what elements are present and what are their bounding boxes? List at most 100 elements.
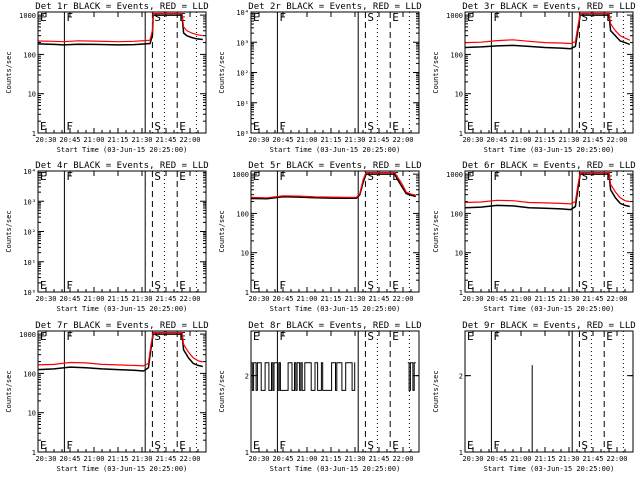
x-tick-label: 21:45 xyxy=(368,136,389,144)
series-lld xyxy=(464,171,630,205)
x-tick-label: 20:45 xyxy=(486,295,507,303)
y-tick-label: 1000 xyxy=(19,331,36,339)
marker-label-bottom: S xyxy=(581,120,588,133)
marker-label-top: S xyxy=(367,170,374,183)
marker-label-bottom: E xyxy=(392,120,399,133)
plot-frame xyxy=(37,170,207,293)
marker-label-bottom: E xyxy=(253,279,260,292)
x-axis-label: Start Time (03-Jun-15 20:25:00) xyxy=(57,465,188,473)
y-tick-label: 10 xyxy=(28,410,36,418)
x-tick-label: 20:45 xyxy=(59,136,80,144)
x-tick-label: 21:45 xyxy=(368,295,389,303)
x-tick-label: 21:30 xyxy=(344,455,365,463)
series-lld xyxy=(37,12,203,43)
x-tick-label: 20:45 xyxy=(272,455,293,463)
marker-label-bottom: S xyxy=(581,439,588,452)
plot-frame xyxy=(37,11,207,134)
x-tick-label: 21:30 xyxy=(558,455,579,463)
y-tick-label: 1 xyxy=(459,289,463,297)
marker-label-top: E xyxy=(467,11,474,24)
marker-label-top: F xyxy=(279,330,286,343)
y-tick-label: 1 xyxy=(32,130,36,138)
marker-label-top: F xyxy=(66,170,73,183)
x-tick-label: 21:15 xyxy=(107,455,128,463)
x-tick-label: 21:45 xyxy=(155,295,176,303)
x-tick-label: 21:30 xyxy=(344,295,365,303)
marker-label-top: E xyxy=(467,170,474,183)
marker-label-top: E xyxy=(40,170,47,183)
x-tick-label: 22:00 xyxy=(392,136,413,144)
marker-label-top: S xyxy=(154,11,161,24)
x-tick-label: 21:30 xyxy=(558,295,579,303)
marker-label-top: E xyxy=(392,330,399,343)
y-axis-label: Counts/sec xyxy=(432,370,440,412)
marker-label-bottom: E xyxy=(392,279,399,292)
marker-label-bottom: F xyxy=(66,279,73,292)
x-tick-label: 21:45 xyxy=(155,136,176,144)
x-tick-label: 21:00 xyxy=(83,455,104,463)
x-axis-label: Start Time (03-Jun-15 20:25:00) xyxy=(484,465,615,473)
x-tick-label: 21:30 xyxy=(131,295,152,303)
marker-label-top: E xyxy=(467,330,474,343)
marker-label-bottom: E xyxy=(467,439,474,452)
x-tick-label: 20:45 xyxy=(59,455,80,463)
x-tick-label: 20:45 xyxy=(486,455,507,463)
y-tick-label: 10² xyxy=(23,229,36,237)
y-tick-label: 10³ xyxy=(23,198,36,206)
y-tick-label: 100 xyxy=(450,210,463,218)
y-tick-label: 10³ xyxy=(236,39,249,47)
series-events-extra xyxy=(407,362,416,391)
x-tick-label: 22:00 xyxy=(606,455,627,463)
x-axis-label: Start Time (03-Jun-15 20:25:00) xyxy=(484,146,615,154)
marker-label-bottom: F xyxy=(279,120,286,133)
marker-label-top: S xyxy=(154,170,161,183)
y-tick-label: 10⁰ xyxy=(236,130,249,138)
x-tick-label: 20:30 xyxy=(35,295,56,303)
x-axis-label: Start Time (03-Jun-15 20:25:00) xyxy=(270,146,401,154)
panel-title: Det 9r BLACK = Events, RED = LLD xyxy=(462,321,635,331)
y-tick-label: 100 xyxy=(23,370,36,378)
x-tick-label: 21:45 xyxy=(582,136,603,144)
x-axis-label: Start Time (03-Jun-15 20:25:00) xyxy=(270,305,401,313)
x-tick-label: 20:30 xyxy=(35,136,56,144)
marker-label-bottom: F xyxy=(279,439,286,452)
marker-label-top: F xyxy=(279,11,286,24)
marker-label-bottom: E xyxy=(179,439,186,452)
plot-frame xyxy=(37,330,207,453)
y-axis-label: Counts/sec xyxy=(5,370,13,412)
x-tick-label: 20:45 xyxy=(59,295,80,303)
marker-label-bottom: E xyxy=(179,279,186,292)
x-tick-label: 21:15 xyxy=(320,295,341,303)
marker-label-top: S xyxy=(367,330,374,343)
marker-label-top: F xyxy=(493,11,500,24)
marker-label-bottom: E xyxy=(40,120,47,133)
series-events xyxy=(37,333,203,372)
x-tick-label: 21:15 xyxy=(107,136,128,144)
marker-label-bottom: S xyxy=(154,279,161,292)
panel-det-8: Det 8r BLACK = Events, RED = LLD Counts/s… xyxy=(218,321,422,473)
marker-label-top: E xyxy=(392,11,399,24)
y-tick-label: 10 xyxy=(455,91,463,99)
panel-title: Det 2r BLACK = Events, RED = LLD xyxy=(248,2,421,12)
panel-title: Det 7r BLACK = Events, RED = LLD xyxy=(35,321,208,331)
y-tick-label: 10¹ xyxy=(236,100,249,108)
x-tick-label: 21:45 xyxy=(582,295,603,303)
marker-label-top: F xyxy=(493,170,500,183)
plot-frame xyxy=(250,170,420,293)
x-tick-label: 21:30 xyxy=(131,455,152,463)
marker-label-top: S xyxy=(154,330,161,343)
plot-frame xyxy=(250,11,420,134)
marker-label-top: E xyxy=(253,170,260,183)
x-tick-label: 21:30 xyxy=(131,136,152,144)
marker-label-top: E xyxy=(253,330,260,343)
y-tick-label: 1 xyxy=(459,130,463,138)
y-tick-label: 10 xyxy=(241,250,249,258)
panel-det-2: Det 2r BLACK = Events, RED = LLD Counts/s… xyxy=(218,2,422,154)
marker-label-top: E xyxy=(40,11,47,24)
x-tick-label: 20:30 xyxy=(462,295,483,303)
y-tick-label: 100 xyxy=(236,210,249,218)
x-axis-label: Start Time (03-Jun-15 20:25:00) xyxy=(57,305,188,313)
marker-label-top: F xyxy=(66,330,73,343)
x-tick-label: 20:45 xyxy=(272,295,293,303)
x-tick-label: 21:00 xyxy=(83,136,104,144)
